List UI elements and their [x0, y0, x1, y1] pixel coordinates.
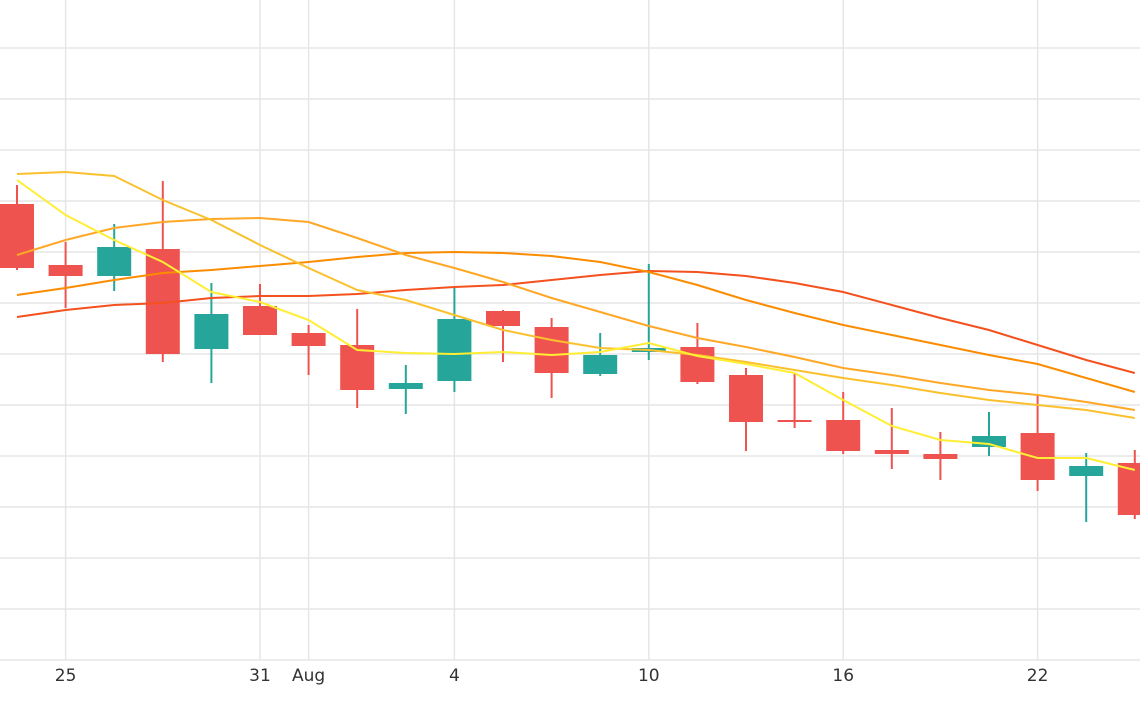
x-tick-label: 10: [638, 666, 660, 686]
candle-body: [729, 375, 763, 422]
candle-body: [826, 420, 861, 451]
candle-body: [583, 355, 618, 374]
candle-body: [972, 436, 1006, 447]
x-tick-label: 31: [249, 666, 271, 686]
moving-average-line: [16, 216, 1135, 411]
candle-body: [874, 450, 909, 454]
moving-average-line: [16, 179, 1136, 471]
candle-body: [340, 345, 375, 390]
candle-body: [1117, 463, 1140, 515]
candle-body: [777, 420, 812, 422]
candle-body: [1020, 433, 1055, 480]
x-tick-label: 25: [55, 666, 77, 686]
candle-body: [291, 333, 326, 346]
x-tick-label: 16: [832, 666, 854, 686]
moving-average-line: [16, 269, 1136, 374]
candle-body: [48, 265, 83, 276]
candle-body: [194, 314, 229, 349]
candle-body: [0, 204, 34, 268]
candle-body: [534, 327, 569, 373]
moving-average-line: [16, 170, 1135, 419]
moving-average-line: [16, 250, 1136, 393]
candle-body: [388, 383, 423, 389]
candle-body: [243, 306, 277, 335]
candle-body: [486, 311, 520, 326]
candle-body: [437, 319, 472, 381]
x-tick-label: 22: [1027, 666, 1049, 686]
candle-body: [1069, 466, 1104, 476]
x-tick-label: 4: [449, 666, 460, 686]
x-tick-label: Aug: [292, 666, 325, 686]
candle-body: [97, 247, 132, 276]
candle-body: [923, 454, 958, 459]
